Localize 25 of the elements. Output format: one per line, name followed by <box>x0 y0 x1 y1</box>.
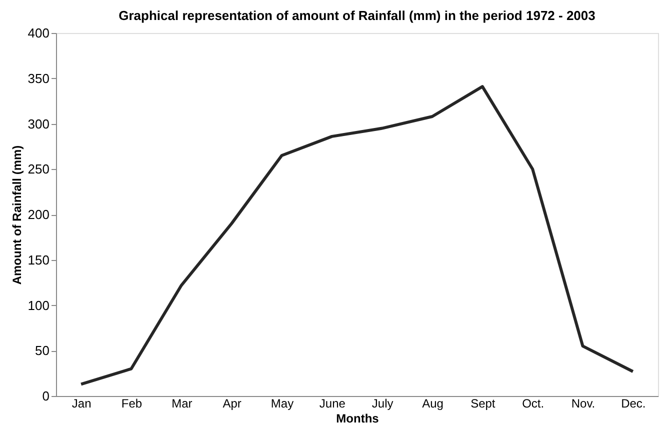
x-axis-title: Months <box>336 412 380 426</box>
x-tick-label: July <box>372 396 394 410</box>
x-tick-label: Dec. <box>621 396 646 410</box>
x-tick-label: Sept <box>470 396 496 410</box>
x-tick-label: May <box>270 396 294 410</box>
y-tick-label: 200 <box>28 207 50 222</box>
line-series <box>80 85 634 386</box>
x-tick-label: Jan <box>72 396 92 410</box>
y-tick-label: 350 <box>28 70 50 86</box>
y-tick-label: 150 <box>28 252 50 268</box>
x-tick-label: Nov. <box>571 396 596 410</box>
y-tick-label: 250 <box>28 162 50 177</box>
y-tick-label: 400 <box>28 26 50 40</box>
x-tick-label: June <box>319 396 346 410</box>
y-tick-label: 50 <box>35 343 50 358</box>
x-tick-label: Mar <box>172 396 192 410</box>
y-tick-label: 0 <box>42 388 50 404</box>
x-tick-label: Feb <box>121 396 142 410</box>
x-tick-label: Apr <box>222 396 242 410</box>
x-tick-label: Oct. <box>522 396 544 410</box>
y-axis-title: Amount of Rainfall (mm) <box>10 145 24 285</box>
x-tick-label: Aug <box>422 396 444 410</box>
chart-title: Graphical representation of amount of Rainfall (mm) in the period 1972 - 2003 <box>118 8 596 23</box>
y-tick-label: 100 <box>28 298 50 313</box>
y-tick-label: 300 <box>28 116 50 132</box>
